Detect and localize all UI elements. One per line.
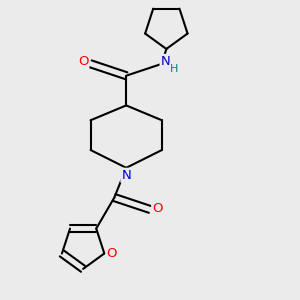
Text: O: O [78,55,88,68]
Text: N: N [121,169,131,182]
Text: O: O [152,202,163,215]
Text: N: N [160,55,170,68]
Text: H: H [170,64,178,74]
Text: O: O [106,247,117,260]
